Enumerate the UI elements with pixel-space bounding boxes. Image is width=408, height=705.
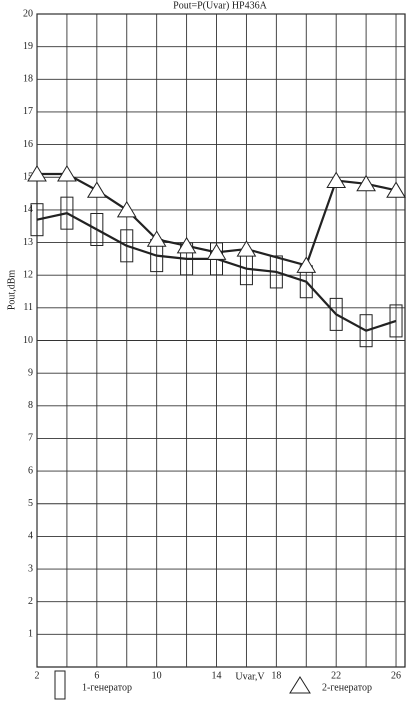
triangle-marker (27, 165, 47, 182)
rect-marker (90, 212, 104, 246)
rect-marker (359, 314, 373, 348)
triangle-marker (356, 174, 376, 192)
legend-marker (289, 676, 311, 694)
y-tick-label: 4 (28, 531, 33, 542)
y-tick-label: 7 (28, 433, 33, 444)
triangle-marker (176, 236, 197, 254)
x-tick-label: 10 (152, 670, 162, 681)
y-tick-label: 5 (28, 498, 33, 509)
y-tick-label: 20 (23, 8, 33, 19)
triangle-marker (146, 230, 167, 247)
y-tick-label: 16 (23, 139, 33, 150)
triangle-marker (206, 243, 227, 260)
y-tick-label: 17 (23, 106, 33, 117)
x-tick-label: 2 (35, 670, 40, 681)
y-tick-label: 2 (28, 596, 33, 607)
y-tick-label: 19 (23, 41, 33, 52)
x-axis-label: Uvar,V (235, 671, 265, 682)
legend-label: 2-генератор (322, 682, 372, 693)
triangle-marker (236, 240, 257, 257)
x-tick-label: 6 (94, 670, 99, 681)
rect-marker (269, 255, 283, 289)
y-tick-label: 6 (28, 465, 33, 476)
y-tick-label: 10 (23, 335, 33, 346)
triangle-marker (296, 256, 317, 273)
y-tick-label: 11 (23, 302, 33, 313)
y-tick-label: 1 (28, 629, 33, 640)
rect-marker (329, 297, 343, 331)
y-tick-label: 14 (23, 204, 33, 215)
x-tick-label: 18 (271, 670, 281, 681)
x-tick-label: 14 (212, 670, 222, 681)
triangle-marker (386, 181, 406, 198)
legend-marker (54, 670, 66, 700)
x-tick-label: 22 (331, 670, 341, 681)
y-tick-label: 9 (28, 367, 33, 378)
triangle-marker (57, 165, 77, 182)
rect-marker (120, 229, 134, 263)
rect-marker (30, 203, 44, 237)
y-axis-label: Pout,dBm (6, 270, 17, 311)
triangle-marker (326, 171, 347, 189)
triangle-marker (86, 181, 107, 198)
rect-marker (389, 304, 403, 338)
legend-label: 1-генератор (82, 682, 132, 693)
y-tick-label: 15 (23, 172, 33, 183)
triangle-marker (116, 200, 137, 218)
y-tick-label: 3 (28, 563, 33, 574)
chart-title: Pout=P(Uvar) HP436A (173, 0, 267, 11)
y-tick-label: 12 (23, 269, 33, 280)
rect-marker (60, 196, 74, 230)
y-tick-label: 18 (23, 74, 33, 85)
y-tick-label: 13 (23, 237, 33, 248)
x-tick-label: 26 (391, 670, 401, 681)
y-tick-label: 8 (28, 400, 33, 411)
